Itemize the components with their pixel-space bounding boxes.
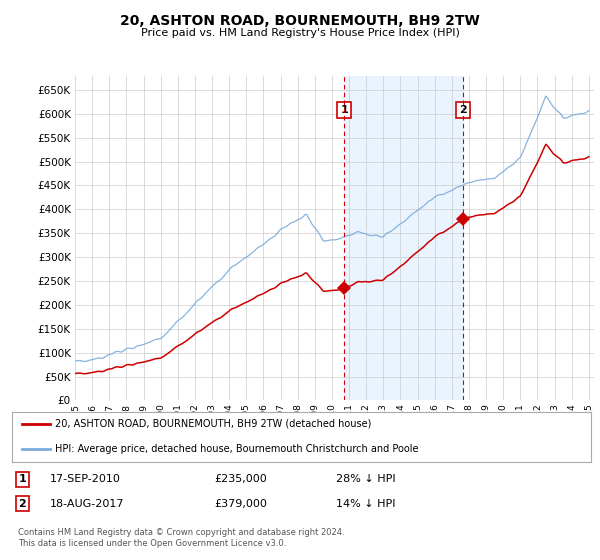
Text: 20, ASHTON ROAD, BOURNEMOUTH, BH9 2TW (detached house): 20, ASHTON ROAD, BOURNEMOUTH, BH9 2TW (d… — [55, 419, 372, 429]
Text: 28% ↓ HPI: 28% ↓ HPI — [336, 474, 396, 484]
Text: 1: 1 — [19, 474, 26, 484]
Text: 20, ASHTON ROAD, BOURNEMOUTH, BH9 2TW: 20, ASHTON ROAD, BOURNEMOUTH, BH9 2TW — [120, 14, 480, 28]
Bar — [344, 76, 463, 400]
Text: 18-AUG-2017: 18-AUG-2017 — [50, 499, 124, 509]
Text: HPI: Average price, detached house, Bournemouth Christchurch and Poole: HPI: Average price, detached house, Bour… — [55, 444, 419, 454]
Text: 2: 2 — [459, 105, 466, 115]
Text: £235,000: £235,000 — [215, 474, 268, 484]
Text: Contains HM Land Registry data © Crown copyright and database right 2024.
This d: Contains HM Land Registry data © Crown c… — [18, 528, 344, 548]
Text: 2: 2 — [19, 499, 26, 509]
Text: 17-SEP-2010: 17-SEP-2010 — [50, 474, 121, 484]
Text: 14% ↓ HPI: 14% ↓ HPI — [336, 499, 396, 509]
Text: Price paid vs. HM Land Registry's House Price Index (HPI): Price paid vs. HM Land Registry's House … — [140, 28, 460, 38]
Text: £379,000: £379,000 — [215, 499, 268, 509]
Text: 1: 1 — [340, 105, 348, 115]
